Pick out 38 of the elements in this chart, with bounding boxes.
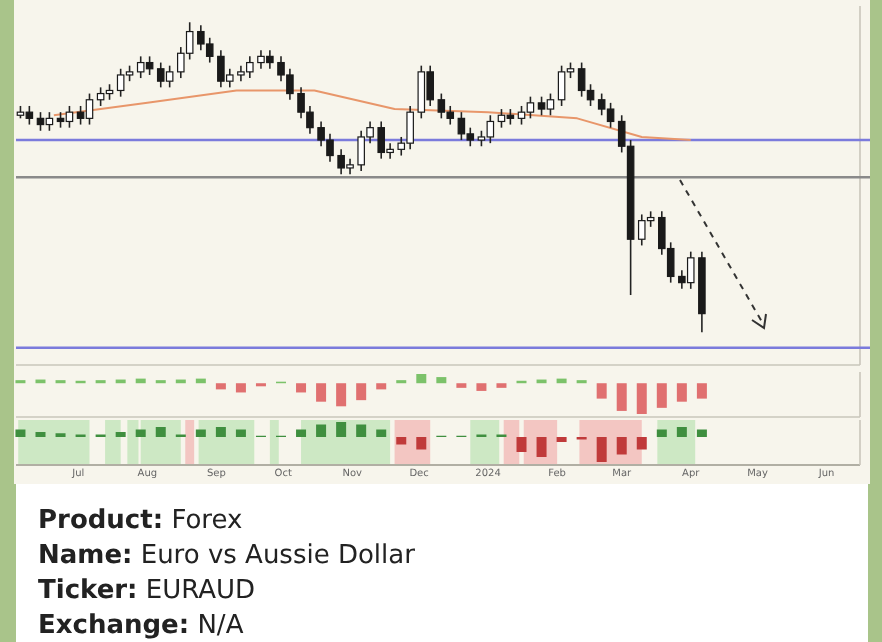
bar (215, 427, 226, 437)
bar (316, 424, 327, 437)
candlestick (486, 114, 495, 144)
bar (636, 437, 647, 450)
bar (135, 429, 146, 437)
bar (15, 429, 26, 437)
candlestick (526, 95, 535, 120)
text: Name: Euro vs Aussie Dollar (38, 541, 417, 571)
bar (336, 422, 347, 437)
candlestick (457, 111, 466, 141)
text: Product: Forex (38, 506, 243, 536)
bar (536, 437, 547, 457)
candlestick (606, 102, 615, 129)
bar (155, 427, 166, 437)
bar (616, 437, 627, 455)
bar (296, 429, 307, 437)
bar (416, 437, 427, 450)
candlestick (136, 55, 145, 79)
candlestick (597, 92, 606, 117)
bar (356, 424, 367, 437)
candlestick (65, 105, 74, 129)
bar (396, 437, 407, 445)
candlestick (537, 95, 546, 117)
candlestick (466, 126, 475, 148)
candlestick (557, 64, 566, 107)
bar (676, 427, 687, 437)
candlestick (577, 61, 586, 98)
text: Exchange: N/A (38, 611, 244, 641)
bar (195, 429, 206, 437)
bar (235, 429, 246, 437)
bar (376, 429, 387, 437)
bar (696, 429, 707, 437)
text: Ticker: EURAUD (38, 576, 256, 606)
candlestick (116, 67, 125, 98)
candlestick (546, 92, 555, 117)
bar (596, 437, 607, 462)
bar (656, 429, 667, 437)
candlestick (85, 92, 94, 126)
